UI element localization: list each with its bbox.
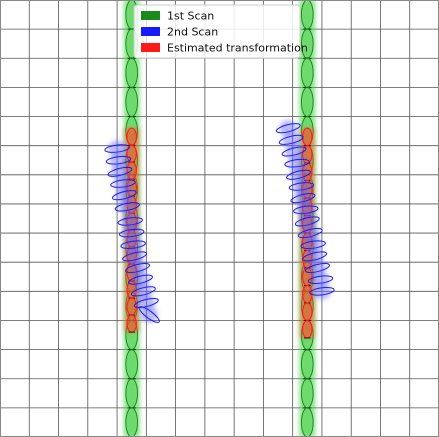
legend-box <box>133 4 301 59</box>
second-scan-ellipse <box>297 228 323 239</box>
series-second-scan <box>104 119 335 324</box>
legend: 1st Scan 2nd Scan Estimated transformati… <box>133 4 308 59</box>
second-scan-ellipse <box>133 297 159 309</box>
second-scan-ellipse <box>128 274 153 285</box>
second-scan-ellipse <box>117 217 143 226</box>
second-scan-ellipse <box>114 202 140 212</box>
second-scan-ellipse <box>293 205 319 215</box>
second-scan-ellipse <box>286 169 311 180</box>
estimated-transformation-ellipse <box>126 144 137 163</box>
first-scan-ellipse <box>300 0 314 30</box>
first-scan-ellipse <box>125 86 139 118</box>
second-scan-ellipse <box>294 216 320 227</box>
second-scan-ellipse <box>107 166 133 177</box>
first-scan-ellipse <box>300 86 314 118</box>
second-scan-glow <box>118 198 137 216</box>
second-scan-ellipse <box>125 262 151 274</box>
second-scan-ellipse <box>281 146 307 157</box>
second-scan-ellipse <box>122 251 148 262</box>
estimated-transformation-ellipse <box>126 127 137 146</box>
legend-label-second-scan: 2nd Scan <box>167 26 218 39</box>
second-scan-ellipse <box>302 251 328 262</box>
second-scan-ellipse <box>120 240 146 250</box>
second-scan-glow <box>140 306 159 323</box>
second-scan-ellipse <box>105 155 132 165</box>
second-scan-ellipse <box>307 275 334 284</box>
estimated-transformation-ellipse <box>126 314 137 333</box>
second-scan-ellipse <box>111 190 137 201</box>
second-scan-ellipse <box>278 134 304 145</box>
second-scan-ellipse <box>104 144 130 153</box>
first-scan-ellipse <box>300 407 314 437</box>
second-scan-ellipse <box>130 286 156 297</box>
second-scan-ellipse <box>110 179 136 188</box>
first-scan-ellipse <box>125 378 139 409</box>
second-scan-ellipse <box>138 306 160 324</box>
second-scan-ellipse <box>275 123 301 134</box>
second-scan-ellipse <box>118 228 145 238</box>
second-scan-ellipse <box>284 158 310 168</box>
legend-label-first-scan: 1st Scan <box>167 10 214 23</box>
second-scan-ellipse <box>309 287 335 296</box>
legend-swatch-second-scan <box>141 27 160 36</box>
estimated-transformation-ellipse <box>302 127 313 147</box>
legend-swatch-estimated-transformation <box>141 43 160 52</box>
estimated-transformation-ellipse <box>302 319 313 339</box>
legend-swatch-first-scan <box>141 11 160 20</box>
first-scan-ellipse <box>125 349 139 380</box>
legend-label-estimated-transformation: Estimated transformation <box>167 42 308 55</box>
second-scan-ellipse <box>305 262 330 274</box>
second-scan-ellipse <box>288 182 315 191</box>
estimated-transformation-ellipse <box>302 302 313 321</box>
second-scan-ellipse <box>290 193 316 204</box>
second-scan-glow <box>313 283 331 300</box>
first-scan-ellipse <box>300 57 314 88</box>
first-scan-ellipse <box>125 57 139 88</box>
first-scan-ellipse <box>300 349 314 380</box>
second-scan-ellipse <box>300 240 326 250</box>
first-scan-ellipse <box>125 407 139 437</box>
first-scan-ellipse <box>300 378 314 409</box>
